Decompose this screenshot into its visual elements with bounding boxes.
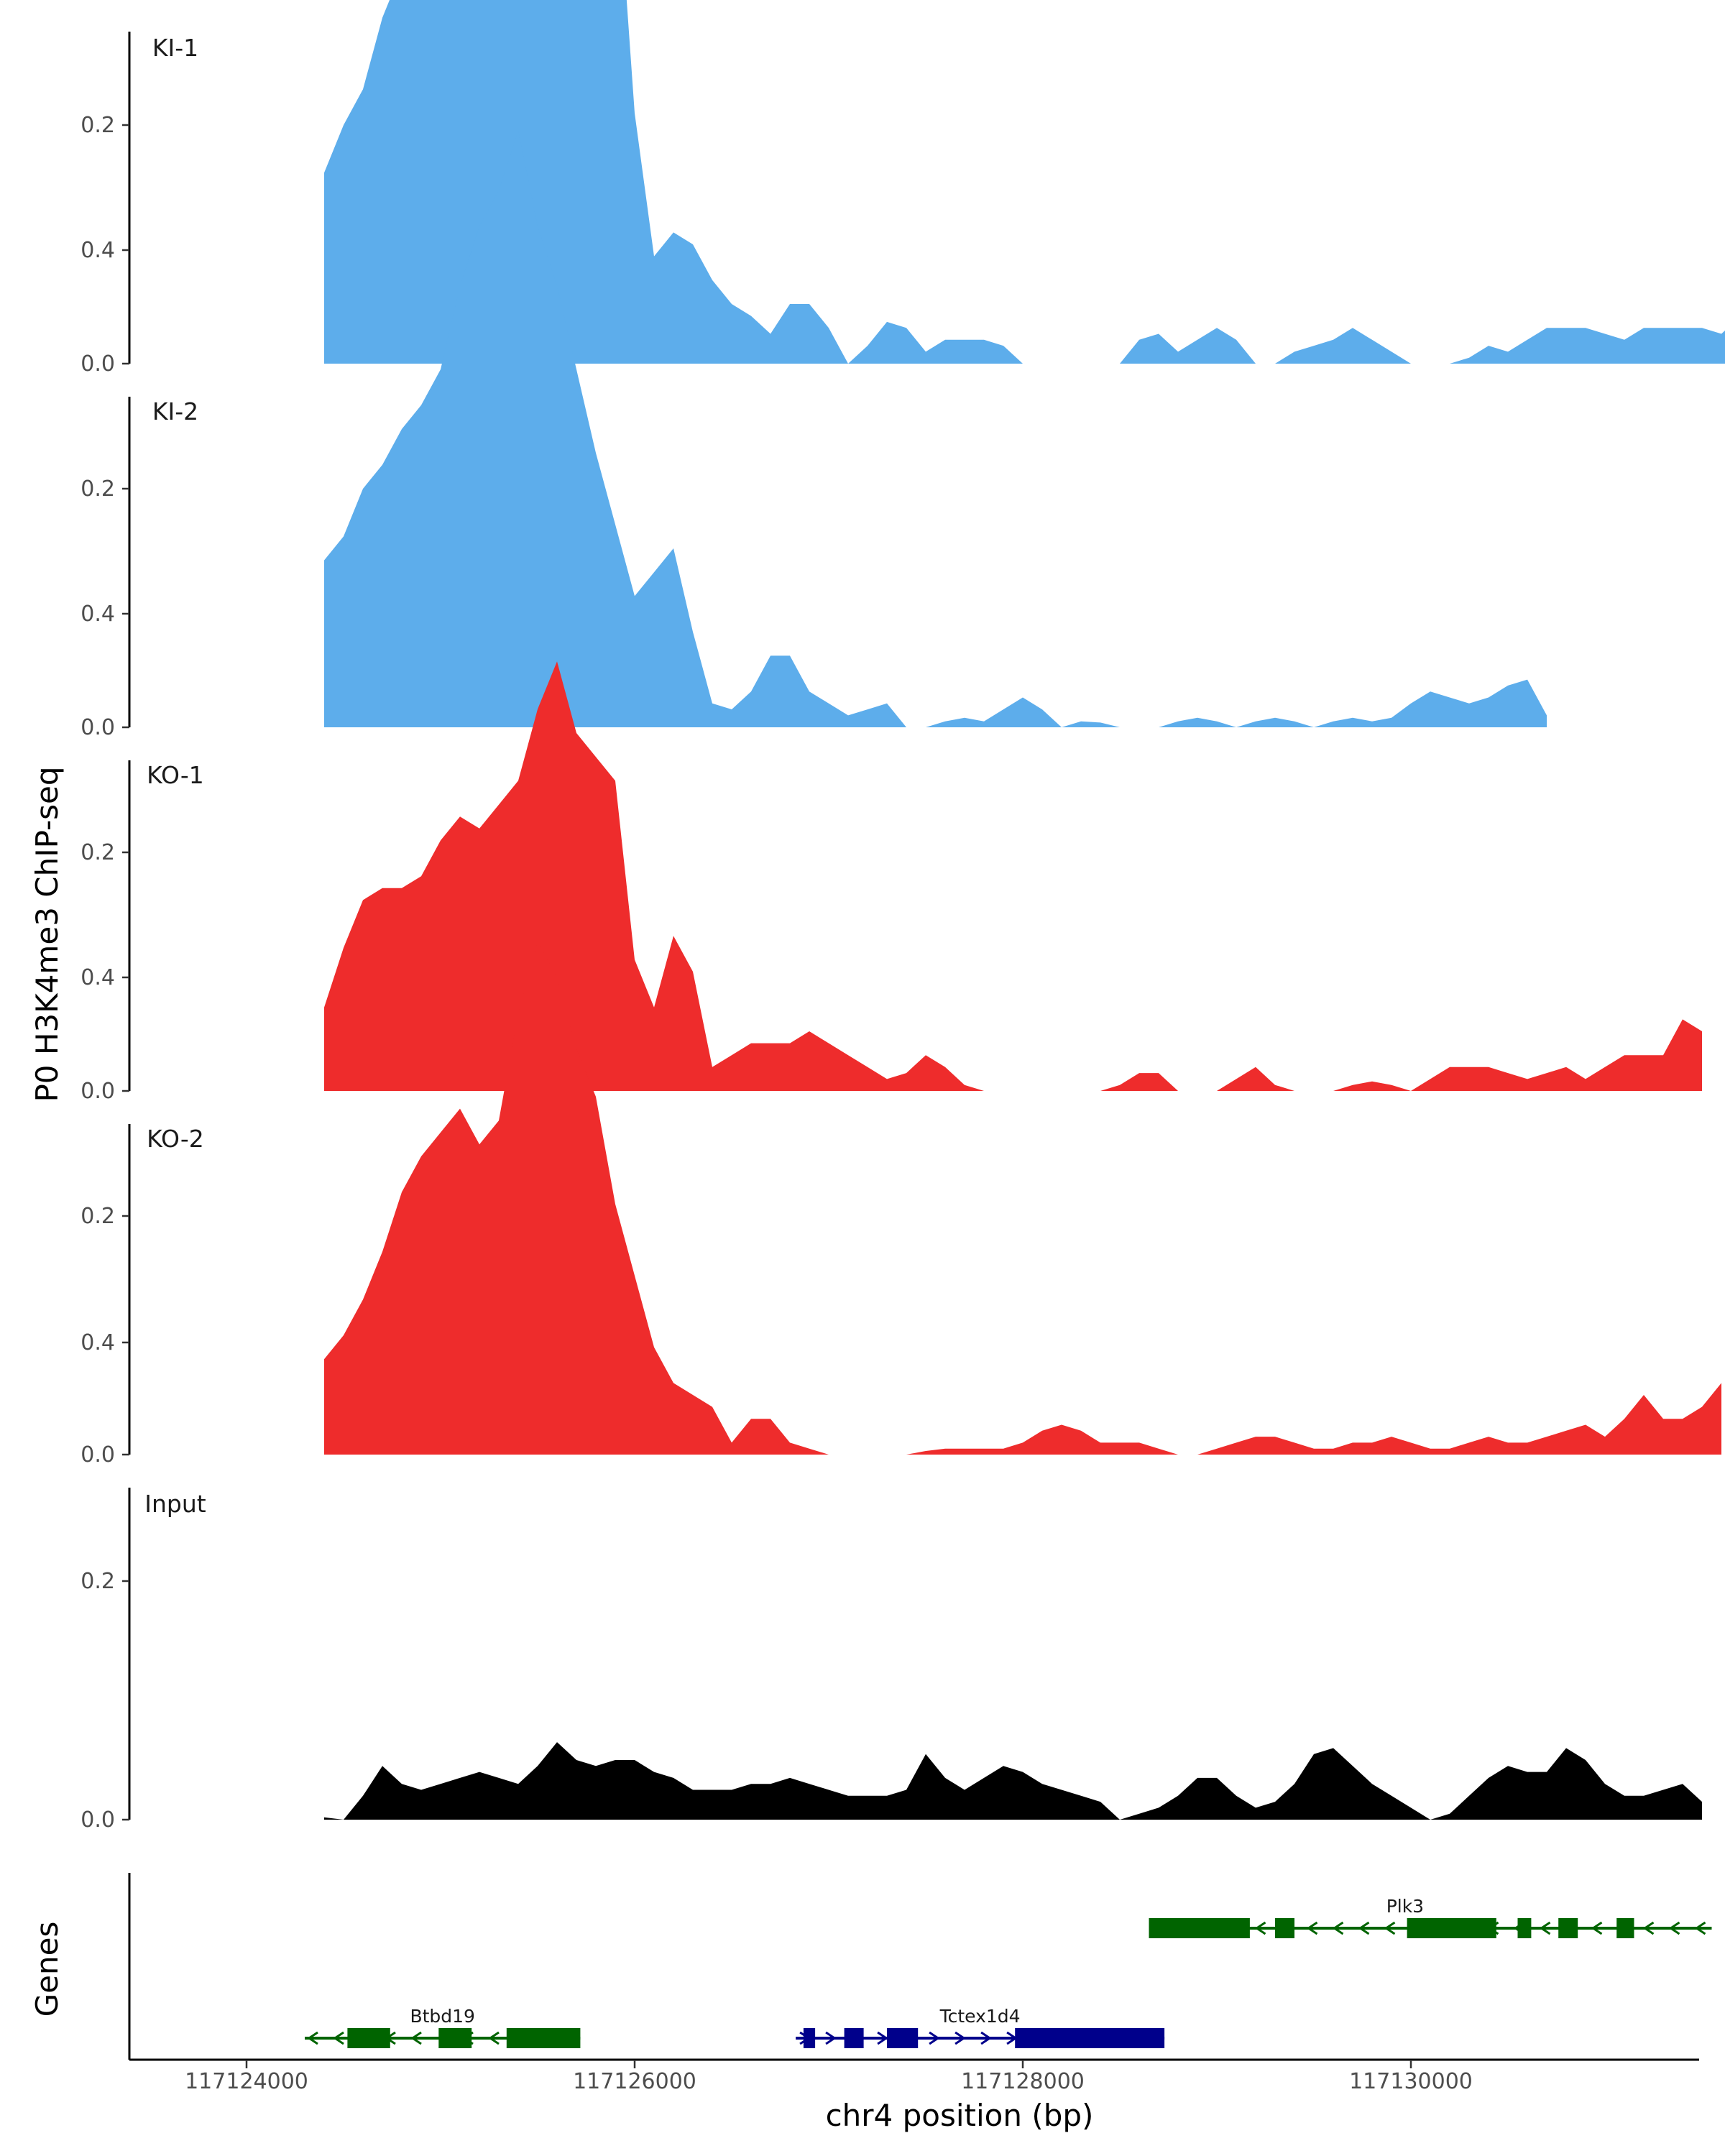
strand-arrow-plk3 [1539,1921,1551,1935]
strand-arrow-btbd19 [307,2031,318,2045]
exon-tctex1d4 [844,2028,864,2048]
x-axis-title: chr4 position (bp) [826,2098,1094,2133]
strand-arrow-plk3 [1694,1921,1706,1935]
signal-area-input [324,1742,1702,1820]
exon-plk3 [1558,1918,1578,1938]
exon-tctex1d4 [1015,2028,1165,2048]
strand-arrow-tctex1d4 [877,2031,888,2045]
strand-arrow-plk3 [1332,1921,1344,1935]
gene-label-btbd19: Btbd19 [410,2006,475,2027]
y-tick-label-input: 0.0 [80,1807,115,1833]
track-label-input: Input [144,1490,206,1518]
y-tick-label-input: 0.4 [80,1330,115,1355]
y-tick-label-ko-2: 0.0 [80,1442,115,1468]
gene-label-tctex1d4: Tctex1d4 [939,2006,1021,2027]
track-label-ki-1: KI-1 [152,34,198,62]
exon-plk3 [1407,1918,1496,1938]
strand-arrow-plk3 [1358,1921,1370,1935]
exon-btbd19 [347,2028,390,2048]
y-tick-label-ko-1: 0.2 [80,840,115,865]
signal-area-ki-1 [324,0,1725,364]
exon-plk3 [1275,1918,1294,1938]
y-tick-label-ko-1: 0.0 [80,1079,115,1104]
strand-arrow-tctex1d4 [954,2031,966,2045]
y-tick-label-ko-2: 0.4 [80,965,115,990]
strand-arrow-btbd19 [488,2031,500,2045]
signal-area-ko-1 [324,661,1702,1091]
y-tick-label-ko-1: 0.4 [80,602,115,627]
exon-plk3 [1616,1918,1634,1938]
strand-arrow-tctex1d4 [929,2031,940,2045]
track-label-ko-1: KO-1 [147,761,204,789]
x-tick-label: 117128000 [961,2069,1085,2094]
exon-plk3 [1517,1918,1532,1938]
gene-label-plk3: Plk3 [1386,1896,1424,1917]
exon-btbd19 [506,2028,581,2048]
track-label-ki-2: KI-2 [152,397,198,425]
x-tick-label: 117130000 [1349,2069,1473,2094]
y-axis-title: P0 H3K4me3 ChIP-seq [29,766,65,1102]
signal-area-ko-2 [324,941,1721,1455]
x-tick-label: 117126000 [573,2069,696,2094]
strand-arrow-tctex1d4 [825,2031,837,2045]
exon-tctex1d4 [887,2028,919,2048]
y-tick-label-ko-2: 0.2 [80,1204,115,1229]
strand-arrow-btbd19 [410,2031,422,2045]
exon-plk3 [1149,1918,1250,1938]
y-tick-label-ki-1: 0.2 [80,113,115,138]
strand-arrow-plk3 [1642,1921,1655,1935]
genes-axis-title: Genes [29,1922,65,2017]
exon-btbd19 [438,2028,472,2048]
y-tick-label-ki-2: 0.2 [80,476,115,502]
x-tick-label: 117124000 [185,2069,308,2094]
strand-arrow-plk3 [1384,1921,1396,1935]
strand-arrow-plk3 [1591,1921,1603,1935]
signal-area-ki-2 [324,131,1547,727]
strand-arrow-plk3 [1306,1921,1318,1935]
y-tick-label-ki-2: 0.0 [80,715,115,740]
y-tick-label-ki-2: 0.4 [80,238,115,263]
strand-arrow-tctex1d4 [980,2031,992,2045]
strand-arrow-btbd19 [333,2031,344,2045]
strand-arrow-plk3 [1668,1921,1680,1935]
y-tick-label-ki-1: 0.0 [80,351,115,377]
track-label-ko-2: KO-2 [147,1125,204,1153]
strand-arrow-plk3 [1254,1921,1266,1935]
y-tick-label-input: 0.2 [80,1569,115,1594]
exon-tctex1d4 [803,2028,816,2048]
